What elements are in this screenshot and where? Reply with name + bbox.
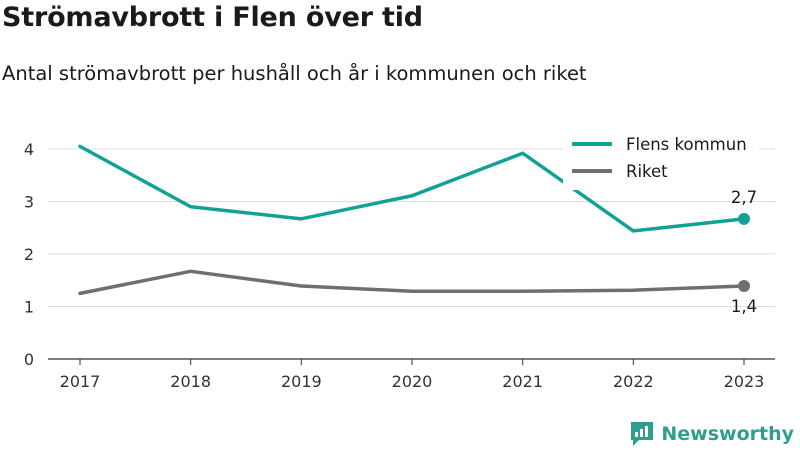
end-label-riket: 1,4 bbox=[731, 297, 757, 316]
series-line-flens-kommun bbox=[78, 144, 746, 233]
y-tick-label: 2 bbox=[24, 245, 34, 264]
legend: Flens kommun Riket bbox=[563, 128, 759, 190]
end-labels: 2,7 1,4 bbox=[731, 188, 757, 316]
x-tick-label: 2020 bbox=[392, 372, 433, 391]
newsworthy-logo-icon bbox=[631, 422, 654, 446]
legend-label: Riket bbox=[626, 162, 668, 181]
brand-name: Newsworthy bbox=[661, 423, 794, 445]
series-line-riket bbox=[78, 269, 746, 296]
x-tick-label: 2018 bbox=[170, 372, 211, 391]
line-chart: 0 1 2 3 4 2017 2018 2019 2020 2021 2022 2023 2,7 1,… bbox=[23, 128, 775, 391]
x-tick-label: 2022 bbox=[613, 372, 654, 391]
x-tick-label: 2019 bbox=[281, 372, 322, 391]
chart-title: Strömavbrott i Flen över tid bbox=[2, 2, 423, 33]
series-end-point-riket bbox=[738, 280, 750, 293]
x-tick-label: 2023 bbox=[724, 372, 765, 391]
chart-subtitle: Antal strömavbrott per hushåll och år i … bbox=[2, 62, 587, 85]
y-axis-ticks: 0 1 2 3 4 bbox=[24, 140, 34, 369]
y-tick-label: 0 bbox=[24, 350, 34, 369]
y-tick-label: 1 bbox=[24, 298, 34, 317]
series-end-point-flens-kommun bbox=[738, 212, 750, 225]
x-tick-label: 2017 bbox=[60, 372, 101, 391]
newsworthy-brand: Newsworthy bbox=[629, 420, 794, 448]
end-label-flens: 2,7 bbox=[731, 188, 757, 207]
x-tick-label: 2021 bbox=[502, 372, 543, 391]
y-tick-label: 4 bbox=[24, 140, 34, 159]
series-lines bbox=[78, 144, 750, 296]
x-axis-ticks: 2017 2018 2019 2020 2021 2022 2023 bbox=[60, 359, 765, 391]
y-tick-label: 3 bbox=[24, 193, 34, 212]
legend-background bbox=[563, 128, 759, 190]
legend-label: Flens kommun bbox=[626, 135, 747, 154]
